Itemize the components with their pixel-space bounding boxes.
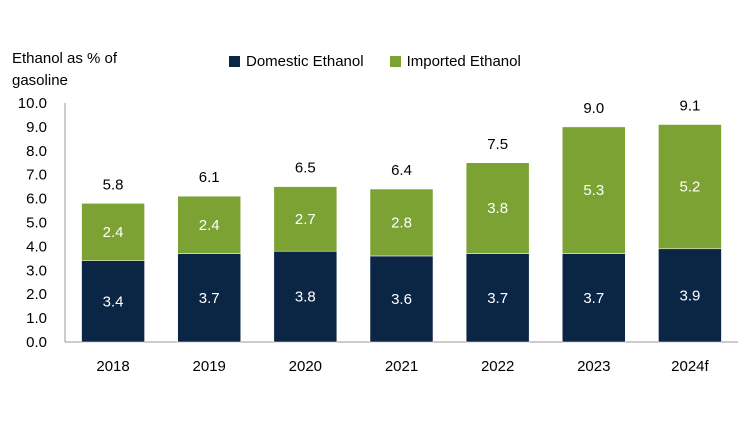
legend-swatch-domestic [229,56,240,67]
x-tick-label: 2023 [577,358,610,375]
data-label-domestic: 3.7 [199,290,220,307]
bar-domestic [658,248,722,343]
y-tick-label: 5.0 [26,215,47,232]
total-label: 6.4 [391,162,412,179]
legend-swatch-imported [389,56,401,67]
y-tick-label: 7.0 [26,167,47,184]
y-axis-label: Ethanol as % of gasoline [12,50,118,89]
data-label-domestic: 3.7 [583,290,604,307]
total-label: 9.1 [679,98,700,115]
legend-label-imported: Imported Ethanol [406,53,521,70]
y-tick-label: 1.0 [26,310,47,327]
bar-imported [562,126,626,254]
bar-imported [658,124,722,250]
x-tick-label: 2021 [385,358,418,375]
y-tick-label: 10.0 [18,95,47,112]
bar-imported [273,186,338,252]
y-tick-label: 0.0 [26,334,47,351]
total-label: 9.0 [583,100,604,117]
y-tick-label: 6.0 [26,191,47,208]
data-label-imported: 5.3 [583,182,604,199]
y-tick-label: 8.0 [26,143,47,160]
bar-imported [177,195,241,254]
data-label-domestic: 3.8 [295,289,316,306]
total-label: 5.8 [103,176,124,193]
data-label-domestic: 3.7 [487,290,508,307]
data-label-imported: 2.7 [295,211,316,228]
bar-domestic [465,253,530,343]
bar-domestic [369,255,434,343]
data-label-domestic: 3.4 [103,293,124,310]
bar-domestic [562,253,626,343]
x-tick-label: 2018 [96,358,129,375]
bar-imported [465,162,530,254]
x-tick-label: 2020 [289,358,322,375]
legend-item-domestic: Domestic Ethanol [229,53,364,70]
total-label: 6.1 [199,169,220,186]
data-label-imported: 2.4 [199,217,220,234]
legend: Domestic Ethanol Imported Ethanol [229,53,547,70]
x-tick-label: 2019 [193,358,226,375]
data-label-domestic: 3.9 [679,287,700,304]
x-tick-label: 2022 [481,358,514,375]
y-tick-label: 4.0 [26,238,47,255]
bar-domestic [81,260,145,343]
bar-imported [369,188,434,257]
data-label-domestic: 3.6 [391,291,412,308]
data-label-imported: 2.8 [391,215,412,232]
data-label-imported: 5.2 [679,179,700,196]
data-label-imported: 2.4 [103,224,124,241]
data-label-imported: 3.8 [487,200,508,217]
total-label: 6.5 [295,160,316,177]
y-tick-label: 3.0 [26,262,47,279]
y-tick-label: 9.0 [26,119,47,136]
total-label: 7.5 [487,136,508,153]
legend-label-domestic: Domestic Ethanol [246,53,364,70]
x-tick-label: 2024f [671,358,709,375]
y-tick-label: 2.0 [26,286,47,303]
legend-item-imported: Imported Ethanol [389,53,521,70]
bar-imported [81,203,145,261]
